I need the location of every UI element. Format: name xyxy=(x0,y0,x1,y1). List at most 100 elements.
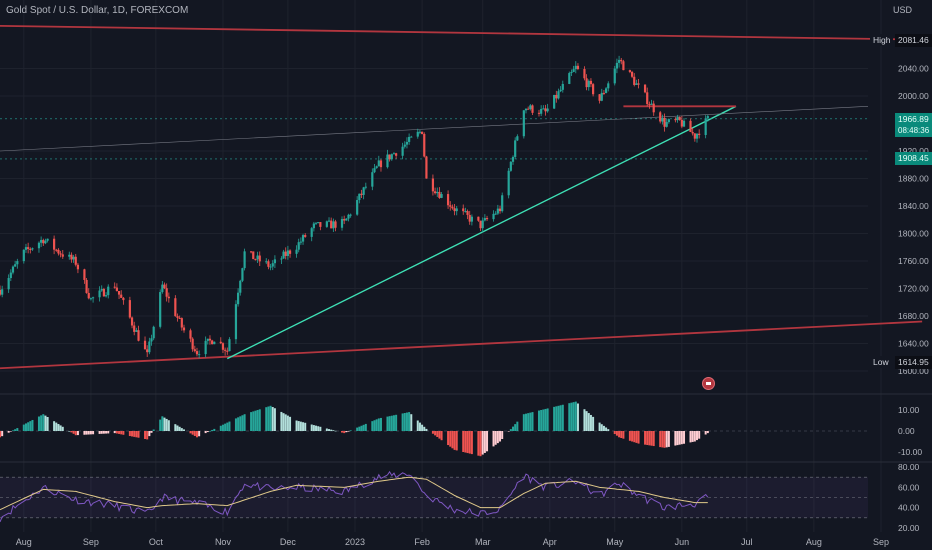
last-price-tag[interactable]: 1966.89 xyxy=(895,113,932,126)
candle-body xyxy=(496,208,499,214)
trendline-line xyxy=(226,105,737,360)
osc-bar xyxy=(529,412,532,431)
candle-body xyxy=(689,120,692,132)
candle-body xyxy=(213,341,216,345)
candle-body xyxy=(438,191,441,198)
osc-bar xyxy=(152,429,155,431)
osc-bar xyxy=(243,414,246,431)
osc-bar xyxy=(76,431,79,436)
osc-bar xyxy=(295,420,298,431)
osc-bar xyxy=(330,429,333,431)
candle-body xyxy=(375,166,378,169)
candle-body xyxy=(243,251,246,269)
candle-body xyxy=(440,194,443,198)
osc-bar xyxy=(693,431,696,442)
candle-body xyxy=(468,214,471,222)
candle-body xyxy=(362,187,365,195)
candle-body xyxy=(392,153,396,155)
candle-body xyxy=(592,84,595,95)
candle-body xyxy=(198,354,201,356)
osc-bar xyxy=(592,416,595,431)
osc-bar xyxy=(464,431,467,453)
osc-bar xyxy=(237,417,240,431)
candle-body xyxy=(570,71,573,74)
osc-bar xyxy=(146,431,149,440)
candle-body xyxy=(529,105,532,110)
candle-body xyxy=(269,266,272,268)
candle-body xyxy=(678,117,681,120)
candle-body xyxy=(9,272,12,279)
candle-body xyxy=(522,110,525,137)
candle-body xyxy=(449,205,452,207)
osc-bar xyxy=(176,425,179,431)
candle-body xyxy=(628,70,632,72)
candle-body xyxy=(646,92,649,105)
candle-body xyxy=(516,136,519,141)
osc-bar xyxy=(646,431,649,445)
osc-bar xyxy=(204,431,207,434)
osc-bar xyxy=(319,426,322,431)
osc-bar xyxy=(676,431,679,446)
candle-body xyxy=(514,140,517,157)
candle-body xyxy=(29,248,32,250)
candle-body xyxy=(85,279,88,293)
candle-body xyxy=(617,59,621,63)
candle-body xyxy=(115,287,118,291)
osc-bar xyxy=(0,431,1,438)
rsi-tick-label: 40.00 xyxy=(898,503,920,513)
candle-body xyxy=(161,284,164,293)
rsi-tick-label: 20.00 xyxy=(898,523,920,533)
candle-body xyxy=(576,65,580,70)
candle-body xyxy=(180,318,183,328)
candle-body xyxy=(494,213,497,215)
osc-bar xyxy=(224,423,227,431)
osc-bar xyxy=(9,431,12,432)
candle-body xyxy=(98,290,101,298)
osc-bar xyxy=(315,425,318,431)
candle-body xyxy=(524,108,528,111)
osc-bar xyxy=(349,430,352,431)
candle-body xyxy=(0,289,2,295)
osc-bar xyxy=(239,416,242,431)
candle-body xyxy=(284,251,287,256)
osc-bar xyxy=(228,421,231,431)
osc-bar xyxy=(280,411,283,431)
candle-body xyxy=(423,134,426,157)
candle-body xyxy=(189,330,192,339)
candle-body xyxy=(332,221,335,229)
price-tick-label: 1640.00 xyxy=(898,339,929,349)
candle-body xyxy=(455,208,458,212)
candle-body xyxy=(256,255,259,260)
us-flag-event-icon[interactable] xyxy=(702,377,715,390)
candle-body xyxy=(224,349,227,351)
osc-bar xyxy=(161,416,164,431)
osc-bar xyxy=(102,431,105,434)
osc-bar xyxy=(537,410,540,431)
osc-bar xyxy=(483,431,486,453)
candle-body xyxy=(555,94,558,99)
osc-bar xyxy=(364,423,367,431)
candle-body xyxy=(395,153,398,156)
osc-bar xyxy=(31,419,34,431)
candle-body xyxy=(83,269,86,280)
osc-bar xyxy=(585,411,588,431)
osc-bar xyxy=(312,425,315,431)
osc-bar xyxy=(68,431,71,432)
candle-body xyxy=(252,251,255,260)
candle-body xyxy=(237,292,240,305)
candle-body xyxy=(347,214,350,219)
osc-bar xyxy=(416,420,419,431)
candle-body xyxy=(607,83,610,89)
osc-bar xyxy=(496,431,499,444)
osc-bar xyxy=(206,431,209,433)
osc-bar xyxy=(267,406,270,431)
osc-bar xyxy=(436,431,439,437)
candle-body xyxy=(163,284,166,289)
osc-bar xyxy=(600,424,603,431)
osc-bar xyxy=(289,416,292,431)
osc-bar xyxy=(421,424,424,431)
candle-body xyxy=(345,218,348,221)
candle-body xyxy=(537,112,541,114)
candle-body xyxy=(706,116,709,119)
